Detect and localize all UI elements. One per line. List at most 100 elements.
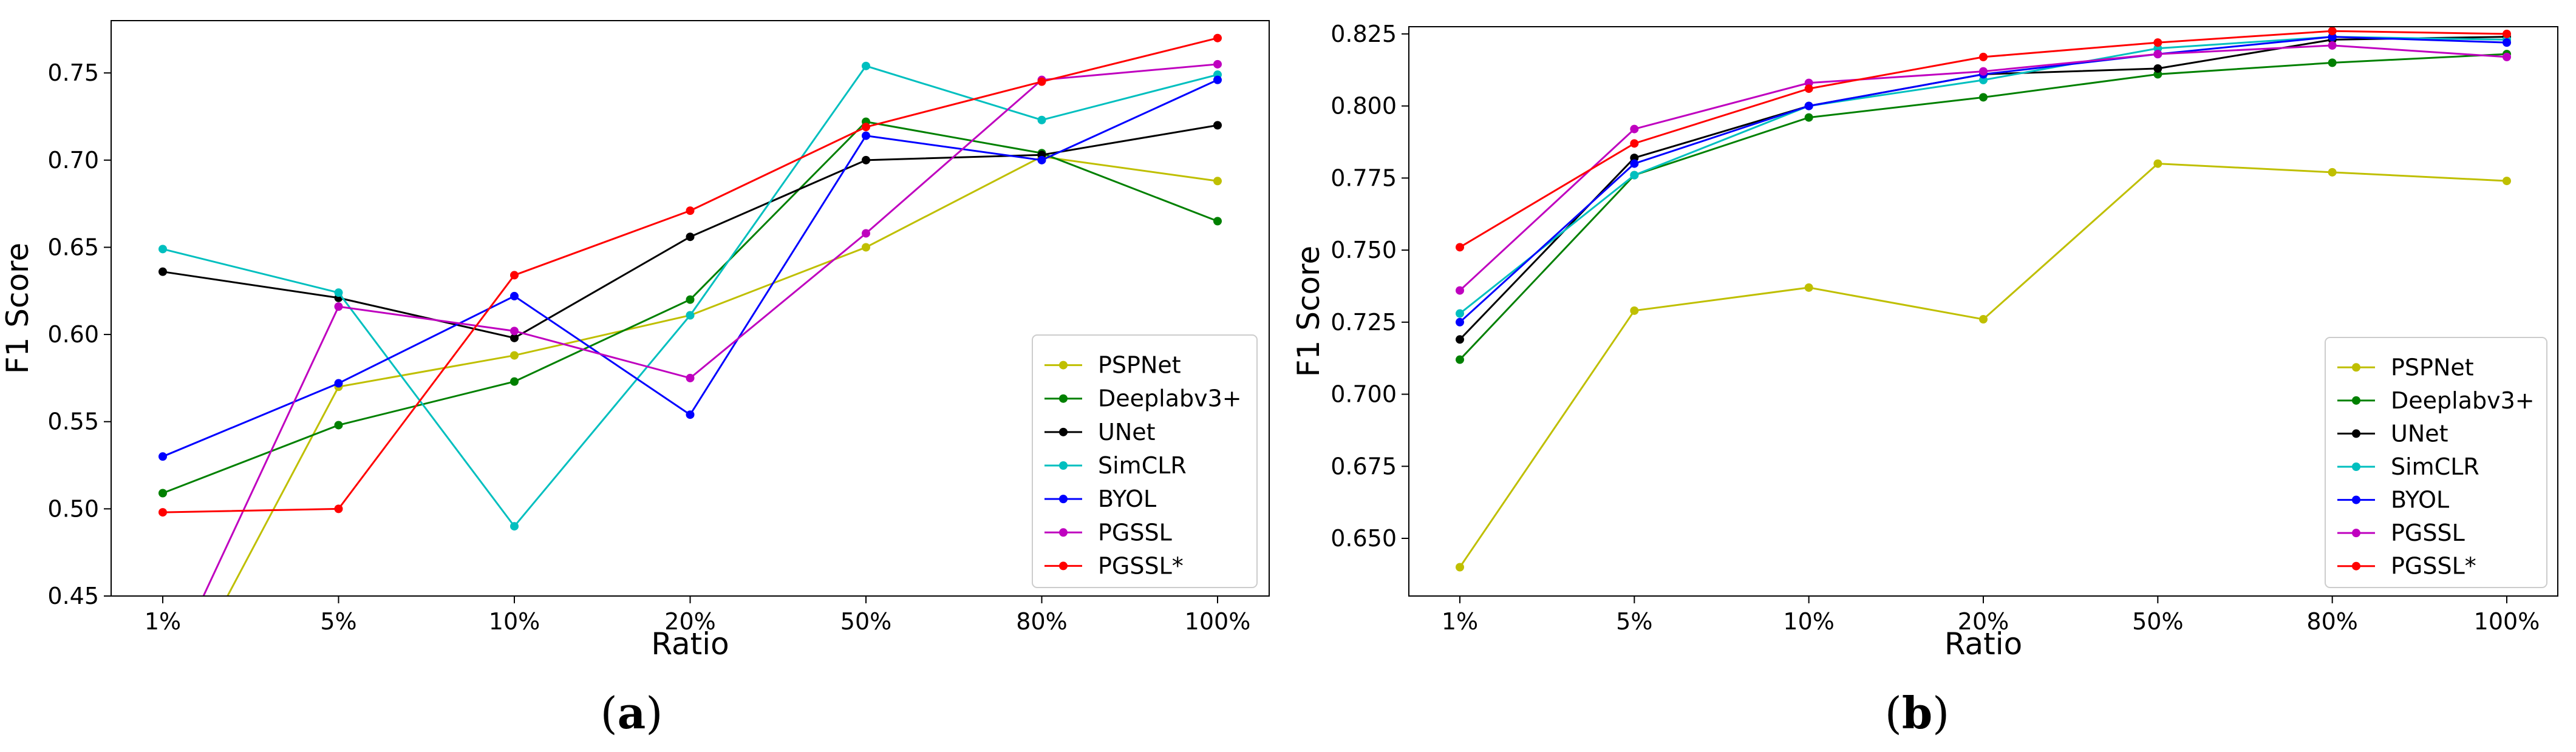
data-point xyxy=(2503,38,2511,47)
data-point xyxy=(686,232,695,242)
x-tick-label: 1% xyxy=(145,608,181,635)
data-point xyxy=(1213,75,1222,84)
data-point xyxy=(158,245,167,254)
x-tick-label: 100% xyxy=(1185,608,1251,635)
legend-entry-label: UNet xyxy=(1098,419,1156,445)
data-point xyxy=(2328,27,2337,36)
x-tick-label: 10% xyxy=(1783,608,1834,635)
legend-entry-label: PGSSL xyxy=(1098,519,1172,546)
y-axis-label: F1 Score xyxy=(0,243,35,374)
x-tick-label: 1% xyxy=(1442,608,1478,635)
data-point xyxy=(1456,563,1464,572)
y-tick-label: 0.750 xyxy=(1331,237,1397,263)
legend-swatch-marker xyxy=(2352,429,2360,438)
data-point xyxy=(686,295,695,304)
data-point xyxy=(1630,124,1639,134)
data-point xyxy=(510,291,519,300)
data-point xyxy=(1037,77,1046,86)
data-point xyxy=(334,379,343,388)
legend-swatch-marker xyxy=(2352,363,2360,372)
data-point xyxy=(1456,309,1464,318)
data-point xyxy=(686,410,695,419)
legend-entry-label: Deeplabv3+ xyxy=(2391,387,2535,414)
panel-caption-letter: a xyxy=(618,687,646,739)
x-tick-label: 50% xyxy=(840,608,891,635)
legend-swatch-marker xyxy=(1059,495,1068,504)
panel-caption: (b) xyxy=(1885,687,1950,739)
data-point xyxy=(2503,52,2511,61)
data-point xyxy=(2503,29,2511,38)
data-point xyxy=(1804,84,1813,93)
legend-entry-label: UNet xyxy=(2391,420,2448,447)
data-point xyxy=(1630,306,1639,315)
data-point xyxy=(686,373,695,382)
y-tick-label: 0.70 xyxy=(47,147,99,174)
data-point xyxy=(1213,177,1222,186)
legend-swatch-marker xyxy=(1059,528,1068,537)
panel-caption-letter: b xyxy=(1902,687,1932,739)
data-point xyxy=(686,311,695,320)
data-point xyxy=(2328,41,2337,50)
y-tick-label: 0.650 xyxy=(1331,525,1397,552)
series-line-unet xyxy=(162,124,1218,339)
data-point xyxy=(1804,101,1813,110)
x-axis-label: Ratio xyxy=(1944,626,2022,662)
x-tick-label: 10% xyxy=(489,608,540,635)
data-point xyxy=(510,377,519,386)
legend-entry-label: PSPNet xyxy=(1098,352,1181,379)
legend: PSPNet Deeplabv3+ UNet SimCLR BYOL PGSSL PGSSL… xyxy=(2325,337,2547,588)
data-point xyxy=(862,61,870,70)
y-tick-label: 0.65 xyxy=(47,234,99,260)
y-tick-label: 0.55 xyxy=(47,408,99,435)
data-point xyxy=(862,243,870,252)
data-point xyxy=(1804,113,1813,122)
data-point xyxy=(1979,67,1988,76)
x-tick-label: 20% xyxy=(664,608,715,635)
axes-frame xyxy=(111,20,1270,597)
legend-swatch-marker xyxy=(2352,462,2360,471)
y-tick-label: 0.775 xyxy=(1331,164,1397,191)
data-point xyxy=(862,229,870,238)
legend-entry-label: PGSSL* xyxy=(2391,553,2476,580)
y-tick-label: 0.825 xyxy=(1331,21,1397,47)
panel-caption: (a) xyxy=(601,687,663,739)
data-point xyxy=(1979,315,1988,324)
data-point xyxy=(1037,115,1046,124)
data-point xyxy=(686,206,695,215)
legend-swatch-marker xyxy=(2352,561,2360,571)
x-tick-label: 80% xyxy=(2306,608,2357,635)
y-tick-label: 0.675 xyxy=(1331,453,1397,479)
data-point xyxy=(334,421,343,430)
data-point xyxy=(862,155,870,164)
data-point xyxy=(2503,177,2511,186)
panel-a: 0.45 0.50 0.55 0.60 0.65 0.70 0.75 1% 5% 10% 20% 50… xyxy=(0,20,1270,739)
data-point xyxy=(1456,317,1464,327)
legend-swatch-marker xyxy=(1059,361,1068,370)
data-point xyxy=(2153,159,2162,168)
legend-entry-label: PGSSL xyxy=(2391,520,2465,546)
x-tick-label: 100% xyxy=(2474,608,2540,635)
data-point xyxy=(158,267,167,276)
legend-swatch-marker xyxy=(2352,495,2360,504)
data-point xyxy=(158,489,167,498)
data-point xyxy=(334,302,343,311)
data-point xyxy=(1456,335,1464,344)
data-point xyxy=(1037,155,1046,164)
data-point xyxy=(334,288,343,297)
y-tick-label: 0.725 xyxy=(1331,309,1397,336)
y-tick-label: 0.60 xyxy=(47,321,99,348)
data-point xyxy=(158,714,167,722)
data-point xyxy=(510,522,519,531)
legend-swatch-marker xyxy=(1059,394,1068,403)
data-point xyxy=(510,271,519,280)
x-tick-label: 50% xyxy=(2132,608,2183,635)
legend-swatch-marker xyxy=(2352,529,2360,538)
legend-entry-label: PSPNet xyxy=(2391,354,2474,381)
data-point xyxy=(158,679,167,688)
data-point xyxy=(1213,121,1222,130)
legend-box xyxy=(1032,334,1258,588)
legend-box xyxy=(2325,337,2547,588)
data-point xyxy=(1804,283,1813,292)
y-tick-label: 0.800 xyxy=(1331,93,1397,120)
